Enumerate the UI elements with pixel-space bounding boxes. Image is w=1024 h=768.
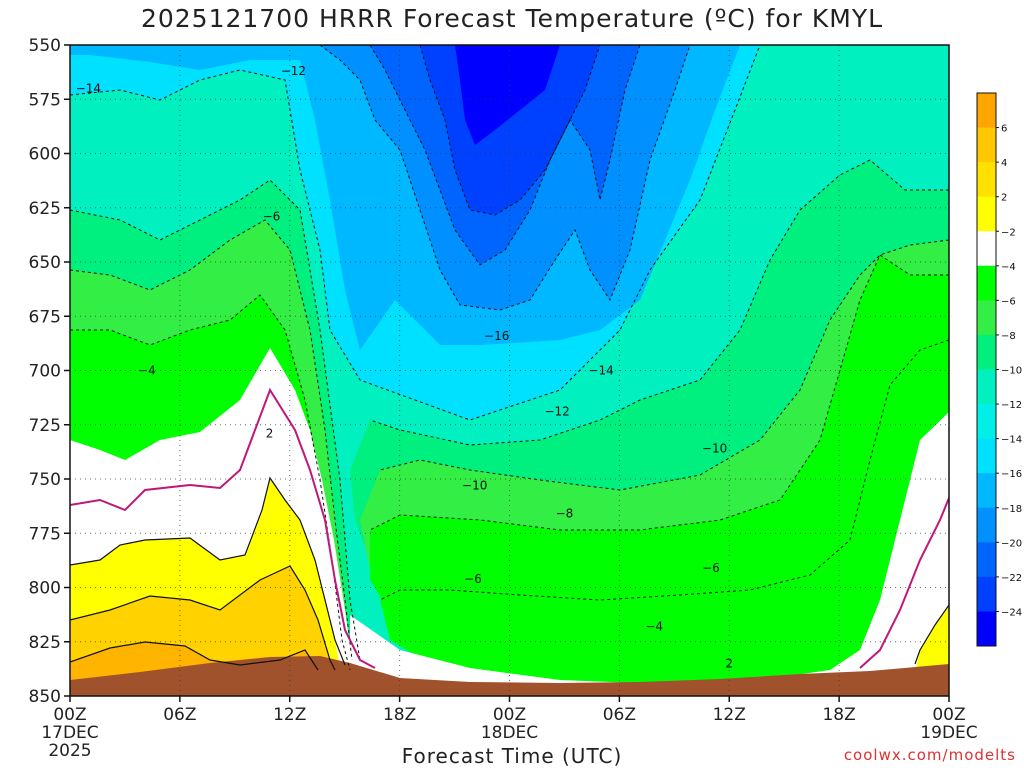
grid-lines — [70, 45, 949, 696]
colorbar-swatch — [977, 404, 996, 440]
contour-label: −10 — [462, 479, 487, 493]
contour-label: −14 — [588, 364, 613, 378]
x-tick-label: 12Z — [273, 705, 306, 725]
positive-contours — [70, 476, 949, 671]
colorbar-swatch — [977, 369, 996, 405]
colorbar-label: 6 — [1001, 124, 1007, 135]
colorbar-swatch — [977, 576, 996, 612]
y-tick-label: 625 — [29, 199, 61, 219]
colorbar-label: −12 — [1001, 400, 1022, 411]
x-tick-label: 18Z — [383, 705, 416, 725]
colorbar-swatch — [977, 473, 996, 509]
x-tick-label: 00Z — [493, 705, 526, 725]
x-tick-label: 00Z — [932, 705, 965, 725]
band-minus-2-bottom — [350, 412, 949, 696]
contour-label: −4 — [138, 364, 156, 378]
colorbar-label: −8 — [1001, 331, 1016, 342]
plot-area — [70, 45, 949, 696]
colorbar-swatch — [977, 231, 996, 267]
colorbar-label: −24 — [1001, 607, 1022, 618]
colorbar-swatch — [977, 162, 996, 198]
colorbar-label: −14 — [1001, 435, 1022, 446]
y-tick-label: 850 — [29, 687, 61, 707]
y-tick-label: 825 — [29, 633, 61, 653]
y-tick-label: 800 — [29, 579, 61, 599]
colorbar-legend: 6 4 2 −2 −4 −6 −8 −10 −12 −14 −16 −18 −20 −22 −24 — [976, 92, 1022, 647]
contour-label: −8 — [556, 507, 574, 521]
colorbar-swatch — [977, 611, 996, 647]
colorbar-label: −22 — [1001, 573, 1022, 584]
dashed-contours — [70, 45, 949, 671]
band-minus-24 — [455, 45, 560, 145]
colorbar-swatch — [977, 507, 996, 543]
colorbar-swatch — [977, 196, 996, 232]
y-axis: 550 575 600 625 650 675 700 725 750 775 800 825 850 — [29, 36, 70, 707]
chart-title: 2025121700 HRRR Forecast Temperature (ºC… — [140, 4, 884, 33]
x-tick-date: 19DEC — [920, 723, 977, 743]
contour-label: −16 — [484, 329, 509, 343]
y-tick-label: 550 — [29, 36, 61, 56]
colorbar-swatch — [977, 265, 996, 301]
x-tick-label: 18Z — [822, 705, 855, 725]
colorbar-swatch — [977, 127, 996, 163]
colorbar-label: −20 — [1001, 538, 1022, 549]
colorbar-label: −16 — [1001, 469, 1022, 480]
x-tick-label: 12Z — [713, 705, 746, 725]
y-tick-label: 650 — [29, 253, 61, 273]
colorbar-swatch — [977, 93, 996, 129]
contour-label: −12 — [281, 64, 306, 78]
contour-label: −12 — [544, 405, 569, 419]
contour-label: −6 — [702, 561, 720, 575]
x-tick-label: 06Z — [163, 705, 196, 725]
x-tick-label: 06Z — [603, 705, 636, 725]
x-tick-label: 00Z — [53, 705, 86, 725]
colorbar-label: −6 — [1001, 296, 1016, 307]
contour-label: 2 — [266, 426, 274, 440]
y-tick-label: 750 — [29, 470, 61, 490]
y-tick-label: 600 — [29, 145, 61, 165]
contour-label: −14 — [76, 81, 101, 95]
x-tick-year: 2025 — [48, 741, 91, 761]
colorbar-label: −10 — [1001, 366, 1022, 377]
contour-labels: −14 −12 −6 −4 2 −16 −14 −12 −10 −10 −8 −6 −6 −4 2 — [76, 64, 733, 670]
colorbar-swatch — [977, 542, 996, 578]
colorbar-swatch — [977, 334, 996, 370]
x-tick-date: 18DEC — [481, 723, 538, 743]
contour-label: −10 — [702, 442, 727, 456]
freezing-line — [70, 387, 949, 669]
y-tick-label: 675 — [29, 307, 61, 327]
credit-link[interactable]: coolwx.com/modelts — [843, 746, 1016, 764]
y-tick-label: 775 — [29, 524, 61, 544]
colorbar-label: 2 — [1001, 193, 1007, 204]
colorbar-swatch — [977, 300, 996, 336]
y-tick-label: 700 — [29, 362, 61, 382]
colorbar-swatch — [977, 438, 996, 474]
contour-label: −6 — [464, 572, 482, 586]
colorbar-label: −4 — [1001, 262, 1016, 273]
colorbar-label: −2 — [1001, 227, 1016, 238]
y-tick-label: 575 — [29, 90, 61, 110]
x-tick-date: 17DEC — [41, 723, 98, 743]
colorbar-label: 4 — [1001, 158, 1007, 169]
colorbar-label: −18 — [1001, 504, 1022, 515]
contour-label: −4 — [645, 620, 663, 634]
y-tick-label: 725 — [29, 416, 61, 436]
band-minus-4-right — [380, 340, 949, 694]
contour-label: −6 — [263, 209, 281, 223]
x-axis-title: Forecast Time (UTC) — [401, 744, 623, 768]
contour-label: 2 — [725, 656, 733, 670]
